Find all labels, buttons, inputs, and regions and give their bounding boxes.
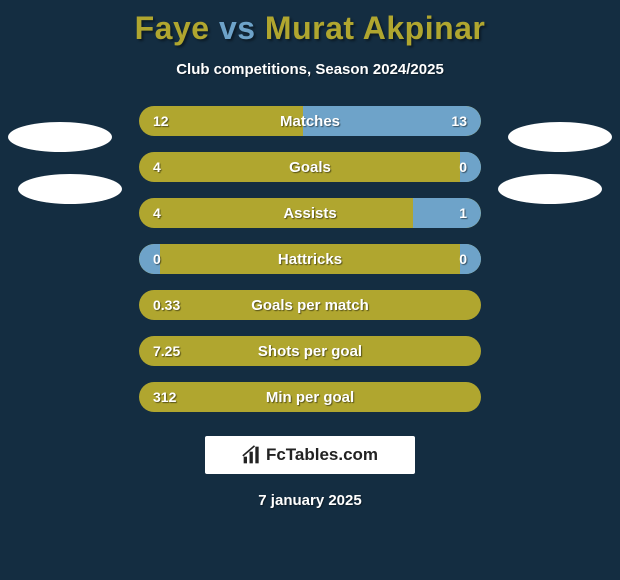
barchart-icon: [242, 445, 262, 465]
stats-list: 1213Matches 40Goals 41Assists 00Hattricks 0.…: [0, 106, 620, 412]
decorative-ellipse: [498, 174, 602, 204]
stat-row: 00Hattricks: [139, 244, 481, 274]
stat-row: 40Goals: [139, 152, 481, 182]
stat-label: Matches: [139, 113, 481, 130]
player1-name: Faye: [135, 10, 210, 46]
decorative-ellipse: [508, 122, 612, 152]
player2-name: Murat Akpinar: [265, 10, 485, 46]
date-text: 7 january 2025: [0, 492, 620, 509]
stat-label: Shots per goal: [139, 343, 481, 360]
stat-label: Goals per match: [139, 297, 481, 314]
logo-text: FcTables.com: [266, 445, 378, 465]
stat-label: Hattricks: [139, 251, 481, 268]
vs-text: vs: [219, 10, 256, 46]
stat-row: 7.25Shots per goal: [139, 336, 481, 366]
site-logo: FcTables.com: [205, 436, 415, 474]
stat-row: 312Min per goal: [139, 382, 481, 412]
stat-row: 41Assists: [139, 198, 481, 228]
stat-row: 0.33Goals per match: [139, 290, 481, 320]
decorative-ellipse: [8, 122, 112, 152]
stat-label: Assists: [139, 205, 481, 222]
decorative-ellipse: [18, 174, 122, 204]
stat-label: Min per goal: [139, 389, 481, 406]
subtitle: Club competitions, Season 2024/2025: [0, 61, 620, 78]
page-title: Faye vs Murat Akpinar: [0, 0, 620, 47]
stat-row: 1213Matches: [139, 106, 481, 136]
stat-label: Goals: [139, 159, 481, 176]
